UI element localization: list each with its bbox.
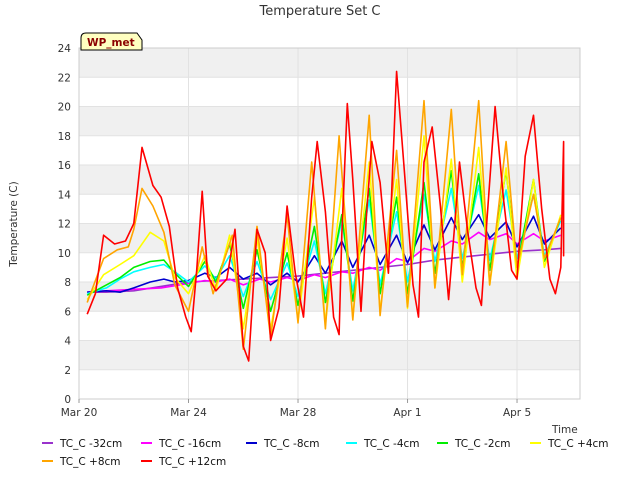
y-tick-label: 22 <box>58 72 71 84</box>
grid-band <box>79 48 580 78</box>
y-tick-label: 16 <box>58 160 72 172</box>
x-tick-label: Apr 5 <box>503 407 531 419</box>
y-tick-label: 20 <box>58 102 71 114</box>
y-tick-label: 0 <box>64 394 71 406</box>
grid-band <box>79 223 580 253</box>
y-tick-label: 8 <box>64 277 71 289</box>
x-axis-ticks: Mar 20 Mar 24 Mar 28 Apr 1 Apr 5 <box>61 399 531 419</box>
legend-label: TC_C -8cm <box>263 438 320 450</box>
series-lines <box>86 70 565 362</box>
legend-label: TC_C -16cm <box>158 438 221 450</box>
chart-title: Temperature Set C <box>258 4 380 19</box>
grid-bands <box>79 48 580 370</box>
x-axis-title: Time <box>551 424 578 436</box>
y-tick-label: 2 <box>64 365 71 377</box>
y-tick-label: 10 <box>58 248 71 260</box>
x-tick-label: Mar 20 <box>61 407 98 419</box>
grid-band <box>79 340 580 370</box>
y-tick-label: 4 <box>64 336 71 348</box>
y-tick-label: 12 <box>58 219 71 231</box>
legend-label: TC_C -4cm <box>363 438 420 450</box>
series-line-tcc-16cm <box>87 231 562 293</box>
site-badge: WP_met <box>80 32 143 51</box>
legend-label: TC_C +4cm <box>547 438 609 450</box>
site-badge-label: WP_met <box>87 37 135 49</box>
site-badge-box <box>80 32 143 51</box>
x-tick-label: Mar 28 <box>280 407 317 419</box>
plot-frame <box>78 47 581 400</box>
y-tick-label: 6 <box>64 306 71 318</box>
y-tick-label: 14 <box>58 189 72 201</box>
x-tick-label: Apr 1 <box>393 407 421 419</box>
series-line-tcc+8cm <box>86 99 562 351</box>
legend-label: TC_C -32cm <box>59 438 122 450</box>
y-tick-label: 18 <box>58 131 71 143</box>
legend-label: TC_C +8cm <box>59 456 121 468</box>
y-axis-title: Temperature (C) <box>8 181 20 267</box>
grid-band <box>79 106 580 136</box>
legend: TC_C -32cm TC_C -16cm TC_C -8cm TC_C -4cm TC… <box>42 438 609 468</box>
legend-label: TC_C +12cm <box>158 456 226 468</box>
series-line-tcc+12cm <box>86 70 565 362</box>
y-tick-label: 24 <box>58 43 72 55</box>
x-tick-label: Mar 24 <box>170 407 207 419</box>
legend-label: TC_C -2cm <box>454 438 511 450</box>
grid-band <box>79 165 580 195</box>
series-line-tcc-8cm <box>87 213 562 293</box>
